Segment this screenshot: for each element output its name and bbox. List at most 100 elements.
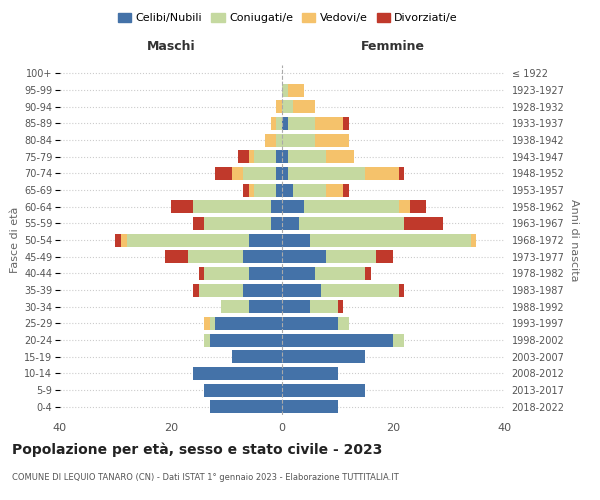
Bar [287,84,304,96]
Bar [310,234,471,246]
Text: Popolazione per età, sesso e stato civile - 2023: Popolazione per età, sesso e stato civil… [12,442,382,457]
Bar [265,134,277,146]
Bar [199,284,243,296]
Bar [204,217,271,230]
Bar [277,167,282,180]
Bar [249,234,282,246]
Bar [171,200,193,213]
Bar [249,184,254,196]
Bar [326,184,343,196]
Bar [210,334,282,346]
Bar [343,117,349,130]
Bar [376,250,393,263]
Bar [193,200,271,213]
Bar [293,100,316,113]
Bar [277,117,282,130]
Bar [282,350,365,363]
Bar [404,217,443,230]
Bar [282,84,287,96]
Bar [343,184,349,196]
Bar [204,317,210,330]
Bar [243,184,249,196]
Bar [293,184,326,196]
Bar [204,384,282,396]
Bar [282,317,337,330]
Bar [471,234,476,246]
Bar [243,284,282,296]
Bar [282,400,337,413]
Bar [310,300,337,313]
Bar [204,334,210,346]
Bar [410,200,426,213]
Bar [210,317,215,330]
Y-axis label: Fasce di età: Fasce di età [10,207,20,273]
Bar [321,284,398,296]
Bar [188,250,243,263]
Text: Femmine: Femmine [361,40,425,54]
Bar [249,300,282,313]
Bar [282,284,321,296]
Bar [215,167,232,180]
Bar [287,117,316,130]
Bar [304,200,398,213]
Bar [232,167,243,180]
Bar [271,117,277,130]
Bar [277,184,282,196]
Bar [282,250,326,263]
Bar [365,167,398,180]
Bar [316,117,343,130]
Bar [127,234,249,246]
Bar [215,317,282,330]
Bar [393,334,404,346]
Bar [326,150,354,163]
Bar [282,234,310,246]
Bar [271,200,282,213]
Bar [299,217,404,230]
Bar [282,167,287,180]
Bar [243,167,277,180]
Bar [282,300,310,313]
Bar [398,284,404,296]
Bar [199,267,204,280]
Bar [282,334,393,346]
Y-axis label: Anni di nascita: Anni di nascita [569,198,578,281]
Bar [282,117,287,130]
Bar [221,300,249,313]
Legend: Celibi/Nubili, Coniugati/e, Vedovi/e, Divorziati/e: Celibi/Nubili, Coniugati/e, Vedovi/e, Di… [113,8,463,28]
Bar [210,400,282,413]
Bar [282,184,293,196]
Bar [316,134,349,146]
Bar [232,350,282,363]
Bar [193,284,199,296]
Bar [326,250,376,263]
Bar [316,267,365,280]
Text: Maschi: Maschi [146,40,196,54]
Bar [121,234,127,246]
Bar [166,250,188,263]
Bar [193,217,204,230]
Bar [282,367,337,380]
Bar [271,217,282,230]
Bar [287,167,365,180]
Bar [398,167,404,180]
Bar [365,267,371,280]
Bar [277,100,282,113]
Bar [115,234,121,246]
Bar [254,150,277,163]
Bar [204,267,249,280]
Bar [238,150,249,163]
Bar [282,267,316,280]
Bar [249,267,282,280]
Bar [282,150,287,163]
Bar [282,100,293,113]
Text: COMUNE DI LEQUIO TANARO (CN) - Dati ISTAT 1° gennaio 2023 - Elaborazione TUTTITA: COMUNE DI LEQUIO TANARO (CN) - Dati ISTA… [12,472,399,482]
Bar [193,367,282,380]
Bar [282,200,304,213]
Bar [398,200,410,213]
Bar [254,184,277,196]
Bar [243,250,282,263]
Bar [287,150,326,163]
Bar [282,384,365,396]
Bar [337,317,349,330]
Bar [282,134,316,146]
